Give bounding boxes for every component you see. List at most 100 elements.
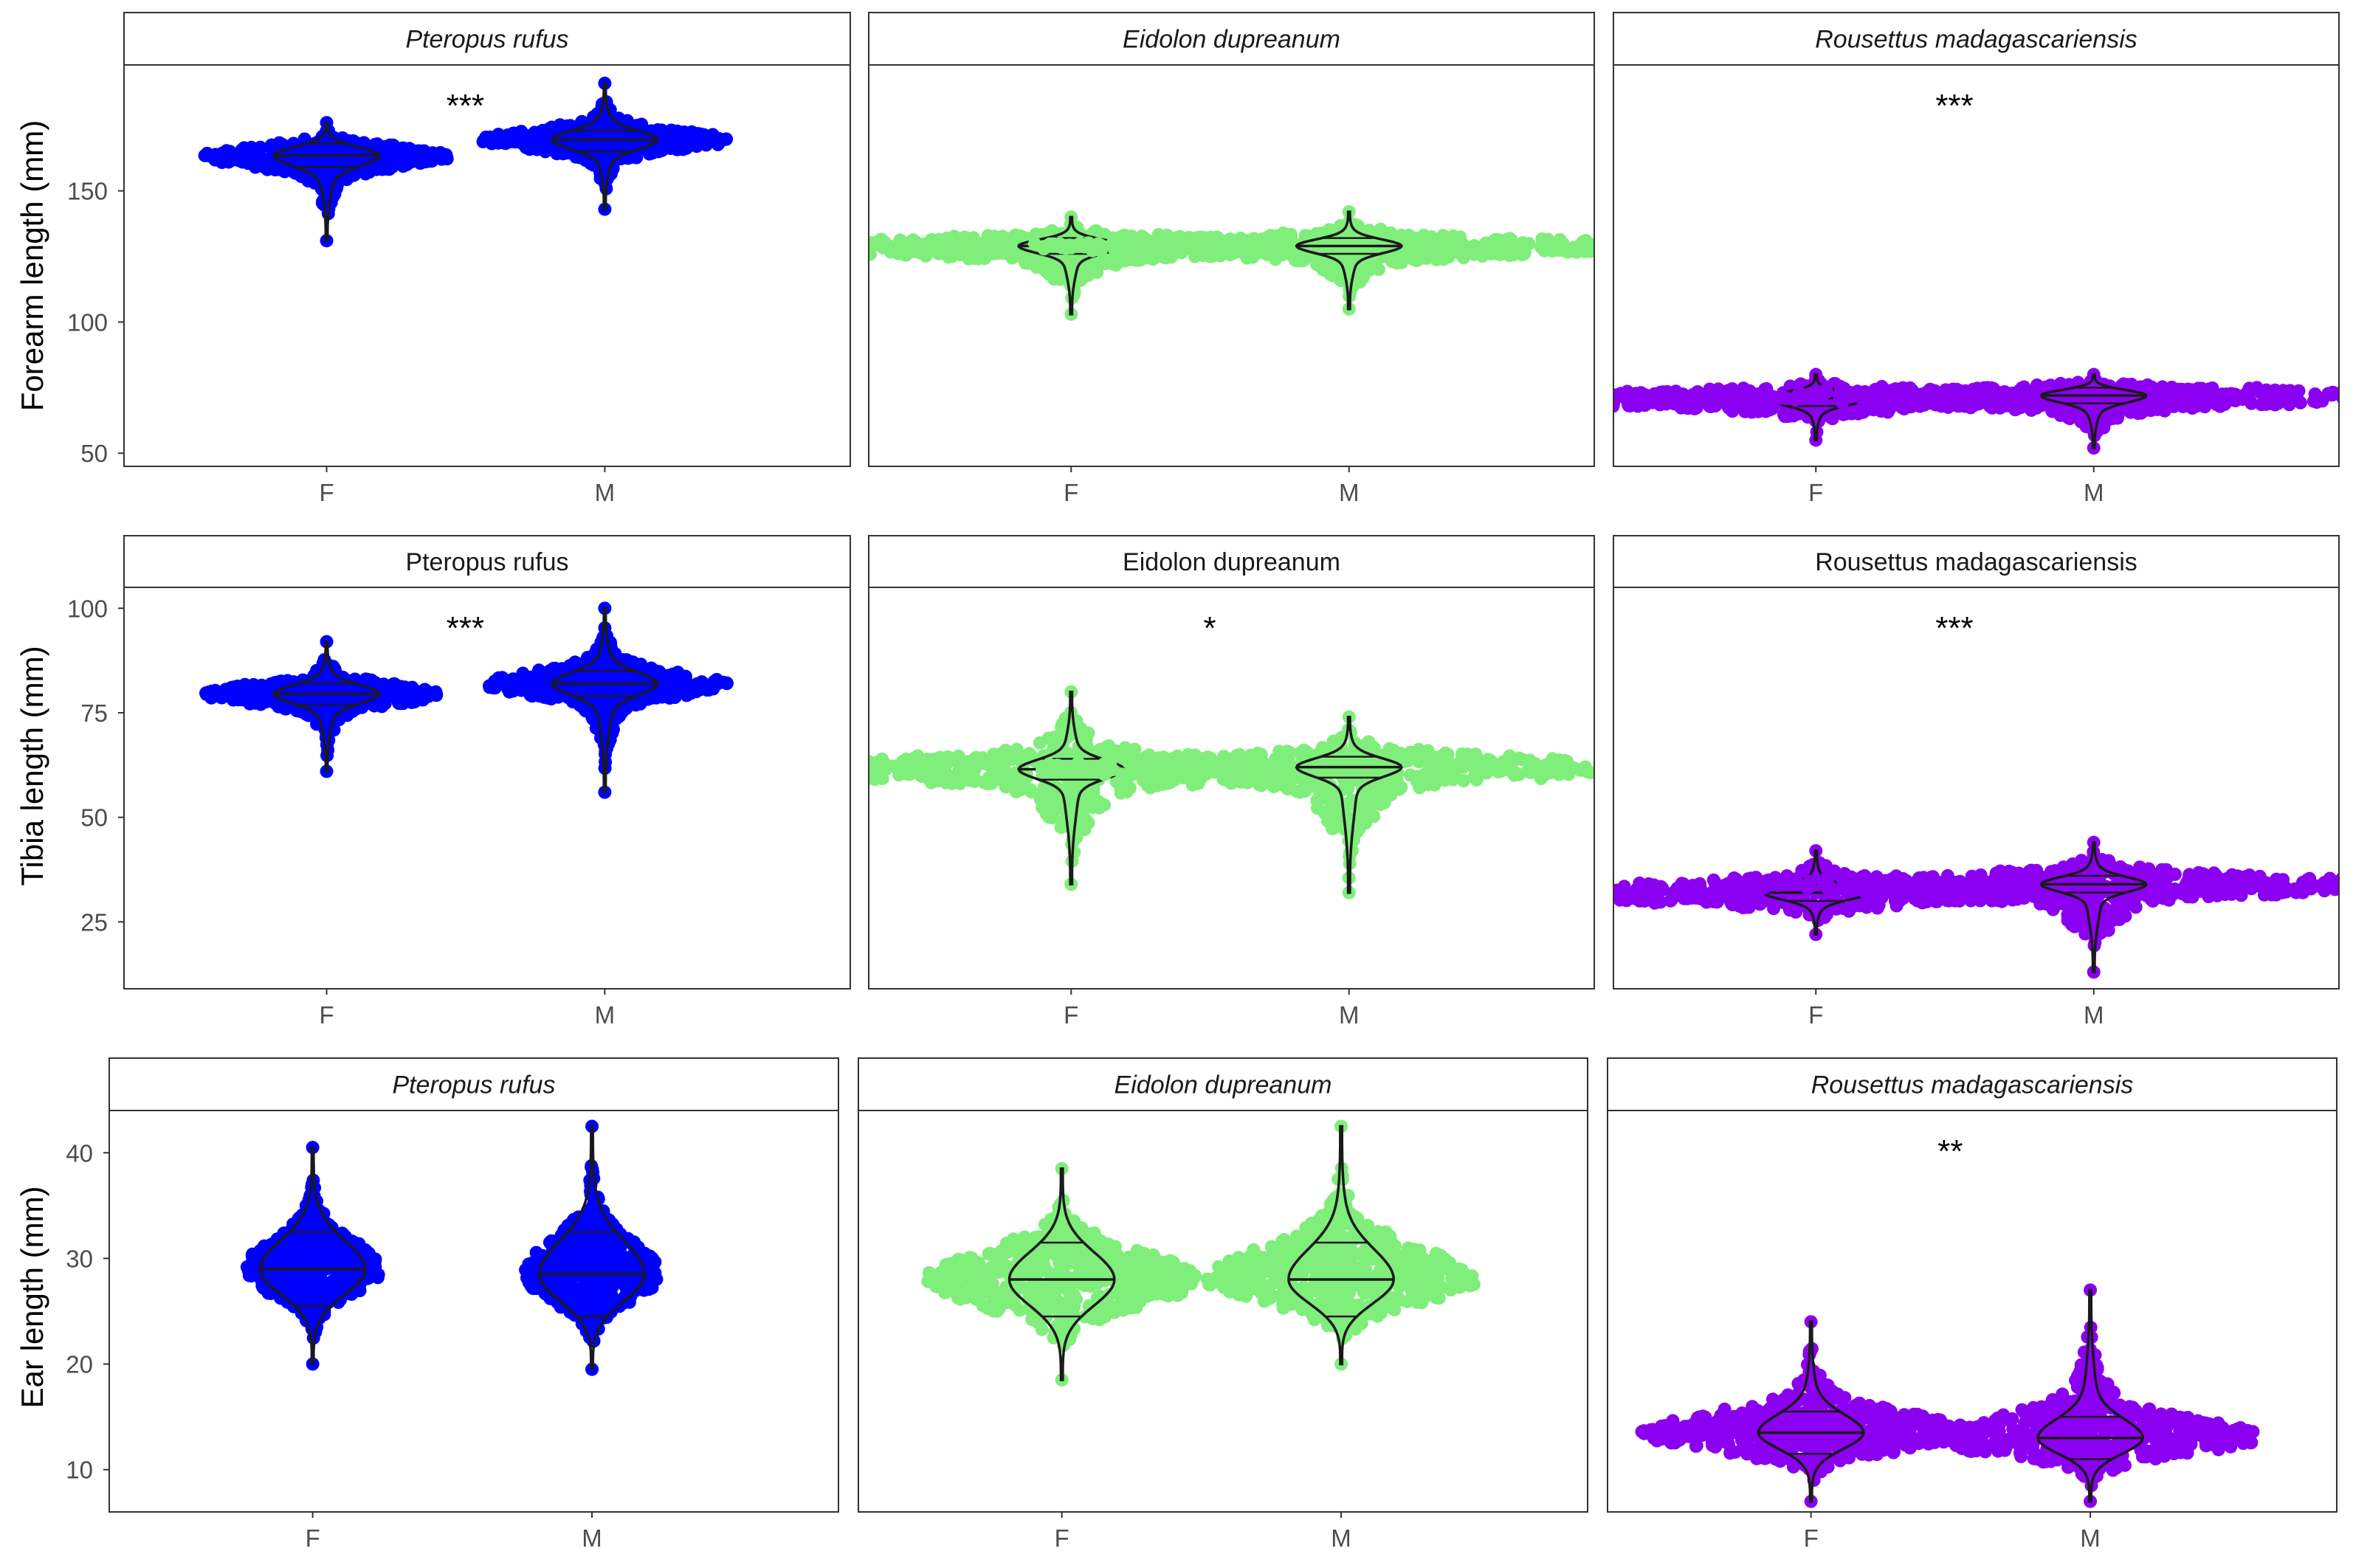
data-point (908, 235, 922, 249)
data-point (796, 762, 810, 776)
data-point (1136, 234, 1150, 248)
data-point (840, 765, 853, 778)
data-point (1315, 262, 1329, 276)
data-point (1329, 267, 1343, 281)
data-point (1638, 388, 1652, 402)
data-point (1430, 233, 1444, 247)
data-point (1409, 231, 1423, 245)
violin-F (1762, 373, 1870, 442)
panel-border (123, 587, 851, 990)
data-point (939, 776, 953, 790)
data-point (808, 238, 821, 252)
data-point (1571, 390, 1584, 404)
data-point (2271, 390, 2285, 404)
data-point (1481, 393, 1494, 406)
data-point (2342, 388, 2353, 401)
data-point (855, 237, 869, 250)
strip-pteropus-rufus (123, 12, 851, 66)
data-point (1763, 403, 1777, 417)
data-point (754, 761, 768, 774)
data-point (773, 760, 786, 773)
data-point (1891, 397, 1905, 411)
y-tick-label: 50 (80, 804, 108, 832)
data-point (1603, 245, 1616, 258)
strip-eidolon-dupreanum (868, 535, 1595, 588)
data-point (2254, 398, 2268, 412)
data-point (825, 766, 838, 779)
data-point (1570, 392, 1583, 405)
data-point (786, 761, 799, 775)
data-point (1111, 233, 1125, 246)
data-point (2053, 408, 2067, 422)
x-tick-label-M: M (1339, 479, 1360, 506)
data-point (1408, 244, 1422, 258)
data-point (1549, 388, 1563, 401)
data-point (1523, 392, 1536, 405)
data-point (515, 137, 529, 151)
data-point (1526, 388, 1539, 401)
data-point (1773, 390, 1787, 404)
data-point (1571, 398, 1584, 411)
data-point (815, 761, 828, 774)
data-point (762, 760, 775, 773)
strip-label: Eidolon dupreanum (1123, 26, 1340, 54)
data-point (1155, 236, 1169, 250)
x-tick-label-F: F (319, 479, 334, 506)
data-point (1534, 389, 1548, 402)
x-tick-label-F: F (1808, 479, 1823, 506)
data-point (1595, 236, 1608, 249)
data-point (841, 756, 855, 770)
data-point (1585, 393, 1599, 406)
data-point (2325, 388, 2339, 402)
data-point (1429, 245, 1443, 258)
facet-1-2: Eidolon dupreanum F M (786, 12, 1642, 506)
data-point (321, 159, 335, 173)
data-point (1877, 388, 1890, 402)
data-point (1204, 232, 1218, 246)
data-point (1516, 236, 1530, 249)
data-point (1006, 773, 1020, 787)
data-point (1914, 396, 1928, 410)
data-point (828, 759, 841, 772)
data-point (1047, 272, 1061, 286)
data-point (1115, 744, 1129, 758)
data-point (1596, 394, 1609, 407)
data-point (2028, 394, 2042, 408)
strip-eidolon-dupreanum (868, 12, 1595, 66)
data-point (1469, 390, 1482, 403)
data-point (968, 774, 982, 788)
violin-F (1017, 690, 1126, 886)
data-point (1532, 393, 1546, 406)
data-point (838, 764, 851, 778)
data-point (823, 756, 836, 770)
data-point (801, 241, 814, 254)
data-point (1489, 232, 1503, 246)
data-point (1520, 391, 1534, 404)
x-tick-label-F: F (1064, 479, 1078, 506)
data-point (1594, 245, 1608, 258)
data-point (1538, 392, 1551, 405)
data-point (1560, 390, 1574, 404)
data-point (762, 764, 775, 777)
data-point (893, 233, 907, 247)
data-point (804, 759, 817, 772)
data-point (773, 759, 786, 773)
data-point (2345, 384, 2353, 397)
data-point (619, 682, 633, 696)
data-point (786, 239, 799, 252)
data-point (1629, 238, 1642, 251)
data-point (1666, 390, 1680, 404)
data-point (683, 686, 697, 700)
data-point (851, 758, 864, 771)
data-point (1088, 224, 1102, 238)
data-point (1041, 731, 1055, 745)
data-point (700, 678, 714, 692)
data-point (1604, 241, 1617, 255)
data-point (1323, 241, 1337, 255)
data-point (926, 774, 940, 788)
y-tick-label: 50 (80, 440, 108, 467)
data-point (1577, 395, 1590, 408)
